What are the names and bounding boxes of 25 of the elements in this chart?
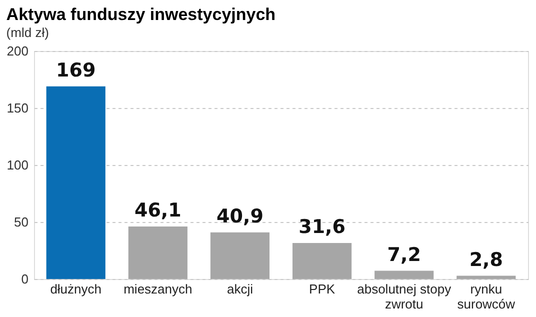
- bar: [292, 242, 352, 279]
- chart-title: Aktywa funduszy inwestycyjnych: [6, 5, 276, 24]
- y-tick-label: 100: [6, 158, 28, 172]
- bar: [128, 226, 188, 279]
- data-label: 169: [56, 59, 96, 82]
- bar: [456, 276, 516, 279]
- x-tick-label: akcji: [226, 282, 254, 296]
- y-tick-label: 150: [6, 100, 28, 116]
- data-label: 40,9: [216, 205, 264, 228]
- y-tick-label: 50: [14, 214, 28, 230]
- data-label: 46,1: [134, 199, 182, 222]
- chart-subtitle: (mld zł): [6, 25, 49, 40]
- y-tick-label: 0: [21, 272, 28, 286]
- data-label: 7,2: [387, 244, 421, 266]
- data-label: 2,8: [469, 248, 503, 271]
- bar: [210, 232, 270, 279]
- x-tick-label: absolutnej stopy zwrotu: [357, 282, 452, 312]
- bar: [46, 86, 106, 279]
- x-tick-label: PPK: [309, 282, 336, 296]
- bar: [374, 270, 434, 279]
- data-label: 31,6: [298, 216, 346, 238]
- y-tick-label: 200: [6, 44, 28, 58]
- x-tick-label: mieszanych: [124, 282, 192, 296]
- x-tick-label: rynku surowców: [457, 282, 516, 312]
- x-tick-label: dłużnych: [50, 282, 102, 296]
